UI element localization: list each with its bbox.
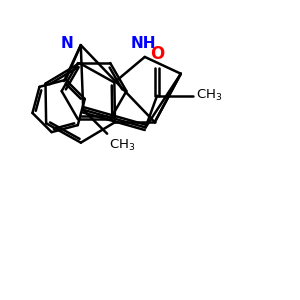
Text: NH: NH <box>130 36 156 51</box>
Text: CH$_3$: CH$_3$ <box>196 88 222 103</box>
Text: N: N <box>61 36 74 51</box>
Text: O: O <box>150 46 164 64</box>
Text: CH$_3$: CH$_3$ <box>109 138 135 153</box>
